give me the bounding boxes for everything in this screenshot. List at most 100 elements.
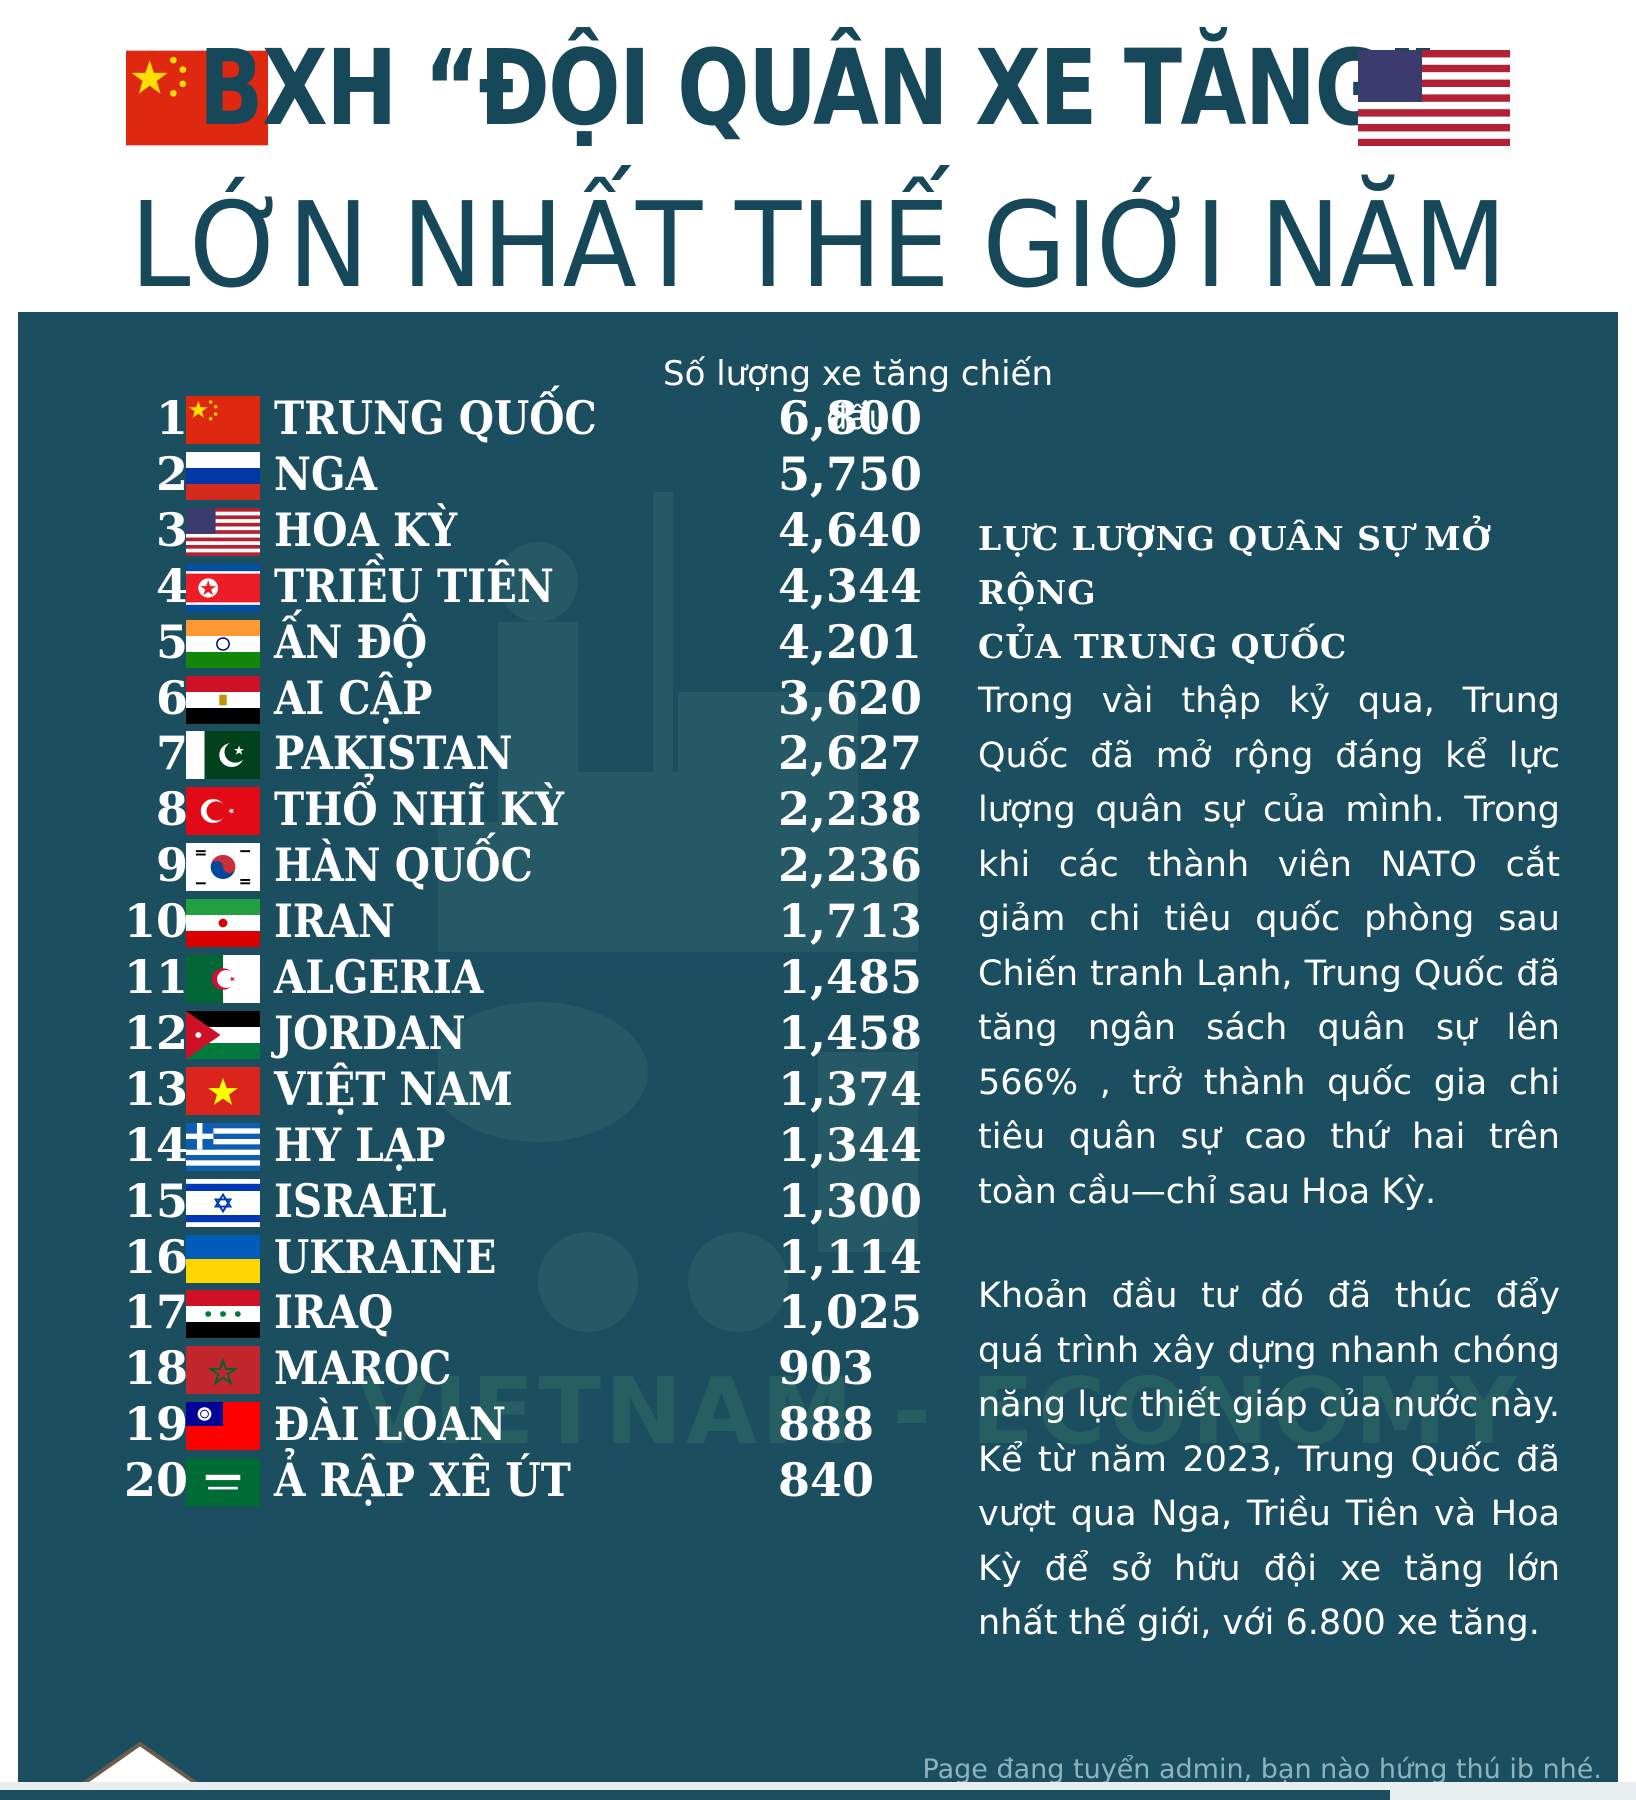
tank-count: 1,344 <box>778 1117 923 1172</box>
country-name: IRAN <box>274 894 395 949</box>
tank-count: 1,025 <box>778 1285 923 1340</box>
country-name: HY LẠP <box>274 1117 446 1172</box>
table-row: 18 MAROC 903 <box>18 1338 958 1402</box>
vietnam-flag-icon <box>186 1066 260 1115</box>
rank-number: 12 <box>123 1005 188 1060</box>
tank-count: 4,640 <box>778 502 923 557</box>
rank-number: 7 <box>155 726 188 781</box>
country-name: UKRAINE <box>274 1229 497 1284</box>
morocco-flag-icon <box>186 1346 260 1395</box>
country-name: HOA KỲ <box>274 502 458 557</box>
rank-number: 8 <box>155 782 188 837</box>
pakistan-flag-icon <box>186 731 260 780</box>
country-name: IRAQ <box>274 1285 394 1340</box>
table-row: 1 TRUNG QUỐC 6,800 <box>18 388 958 452</box>
rank-number: 5 <box>155 614 188 669</box>
table-row: 15 ISRAEL 1,300 <box>18 1171 958 1235</box>
country-name: ALGERIA <box>274 950 484 1004</box>
tank-count: 888 <box>778 1397 875 1452</box>
watermark: VIETNAM - ECONOMY <box>358 1358 1521 1465</box>
tank-count: 1,458 <box>778 1005 923 1060</box>
egypt-flag-icon <box>186 675 260 724</box>
rank-number: 9 <box>155 838 188 893</box>
rank-number: 10 <box>123 894 188 949</box>
table-row: 16 UKRAINE 1,114 <box>18 1227 958 1291</box>
china-flag-icon <box>126 50 268 146</box>
side-heading-line1: LỰC LƯỢNG QUÂN SỰ MỞ RỘNG <box>978 519 1492 612</box>
greece-flag-icon <box>186 1122 260 1171</box>
column-header: Số lượng xe tăng chiến đấu <box>663 354 1053 438</box>
rank-number: 19 <box>123 1397 188 1452</box>
table-row: 12 JORDAN 1,458 <box>18 1003 958 1067</box>
tank-count: 903 <box>778 1341 875 1396</box>
tank-count: 2,627 <box>778 726 923 781</box>
table-row: 7 PAKISTAN 2,627 <box>18 723 958 787</box>
table-row: 2 NGA 5,750 <box>18 444 958 508</box>
rank-number: 14 <box>123 1117 188 1172</box>
table-row: 5 ẤN ĐỘ 4,201 <box>18 612 958 676</box>
rank-number: 16 <box>123 1229 188 1284</box>
table-row: 4 TRIỀU TIÊN 4,344 <box>18 556 958 620</box>
israel-flag-icon <box>186 1178 260 1227</box>
tank-count: 4,344 <box>778 558 923 613</box>
tank-count: 1,374 <box>778 1061 923 1116</box>
north-korea-flag-icon <box>186 563 260 612</box>
title-line1: BXH “ĐỘI QUÂN XE TĂNG” <box>198 27 1439 149</box>
rank-number: 2 <box>155 446 188 501</box>
rank-number: 15 <box>123 1173 188 1228</box>
taiwan-flag-icon <box>186 1402 260 1451</box>
country-name: NGA <box>274 446 377 501</box>
tank-count: 4,201 <box>778 614 923 669</box>
india-flag-icon <box>186 619 260 668</box>
country-name: PAKISTAN <box>274 726 513 781</box>
russia-flag-icon <box>186 451 260 500</box>
tank-count: 1,300 <box>778 1173 923 1228</box>
saudi-arabia-flag-icon <box>186 1458 260 1507</box>
bottom-strip <box>0 1790 1390 1800</box>
country-name: ISRAEL <box>274 1173 447 1228</box>
tank-count: 6,800 <box>778 391 923 445</box>
country-name: HÀN QUỐC <box>274 838 533 893</box>
table-row: 3 HOA KỲ 4,640 <box>18 500 958 564</box>
country-name: ĐÀI LOAN <box>274 1397 506 1452</box>
tank-count: 1,114 <box>778 1229 923 1284</box>
table-row: 14 HY LẠP 1,344 <box>18 1115 958 1179</box>
side-paragraph-1: Trong vài thập kỷ qua, Trung Quốc đã mở … <box>978 681 1560 1212</box>
rank-number: 17 <box>123 1285 188 1340</box>
usa-flag-icon <box>186 507 260 556</box>
rank-number: 20 <box>123 1453 188 1508</box>
tank-count: 2,238 <box>778 782 923 837</box>
rank-number: 18 <box>123 1341 188 1396</box>
country-name: THỔ NHĨ KỲ <box>274 782 565 837</box>
country-name: ẤN ĐỘ <box>274 614 428 669</box>
ukraine-flag-icon <box>186 1234 260 1283</box>
tank-count: 1,485 <box>778 950 923 1004</box>
country-name: AI CẬP <box>274 670 433 725</box>
turkey-flag-icon <box>186 787 260 836</box>
usa-flag-icon <box>1358 50 1510 146</box>
country-name: JORDAN <box>274 1005 466 1060</box>
jordan-flag-icon <box>186 1010 260 1059</box>
table-row: 10 IRAN 1,713 <box>18 891 958 955</box>
footer-note: Page đang tuyển admin, bạn nào hứng thú … <box>922 1754 1602 1785</box>
country-name: TRIỀU TIÊN <box>274 558 554 613</box>
rank-number: 1 <box>155 391 188 445</box>
china-flag-icon <box>186 396 260 444</box>
rank-number: 6 <box>155 670 188 725</box>
country-name: Ả RẬP XÊ ÚT <box>274 1453 571 1508</box>
side-heading-line2: CỦA TRUNG QUỐC <box>978 627 1348 666</box>
table-row: 19 ĐÀI LOAN 888 <box>18 1394 958 1458</box>
tank-count: 2,236 <box>778 838 923 893</box>
tank-count: 5,750 <box>778 446 923 501</box>
tank-count: 3,620 <box>778 670 923 725</box>
table-row: 9 HÀN QUỐC 2,236 <box>18 835 958 899</box>
iraq-flag-icon <box>186 1290 260 1339</box>
rank-number: 4 <box>155 558 188 613</box>
rank-number: 11 <box>123 950 188 1004</box>
landmark-illustration-icon <box>438 492 918 1332</box>
side-text: LỰC LƯỢNG QUÂN SỰ MỞ RỘNG CỦA TRUNG QUỐC… <box>978 512 1560 1651</box>
algeria-flag-icon <box>186 955 260 1003</box>
country-name: VIỆT NAM <box>274 1061 513 1116</box>
south-korea-flag-icon <box>186 843 260 892</box>
table-row: 6 AI CẬP 3,620 <box>18 668 958 732</box>
